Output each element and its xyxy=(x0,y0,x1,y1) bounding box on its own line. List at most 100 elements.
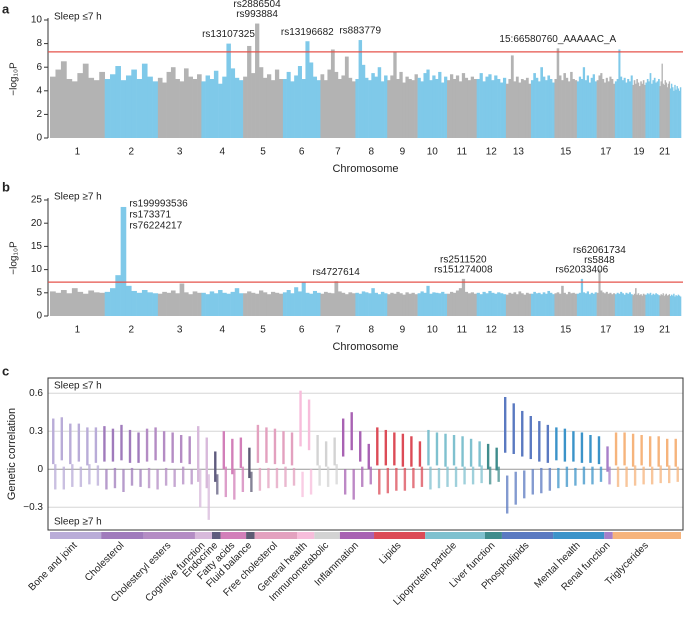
snp-column xyxy=(405,76,409,138)
snp-column xyxy=(642,80,645,138)
snp-column xyxy=(592,74,595,138)
snp-column xyxy=(320,293,325,316)
snp-column xyxy=(590,292,593,316)
group-label: Lipids xyxy=(377,540,403,566)
snp-column xyxy=(197,74,202,138)
snp-column xyxy=(525,292,529,316)
snp-column xyxy=(334,281,339,316)
snp-column xyxy=(402,294,406,316)
snp-column xyxy=(380,291,385,316)
snp-column xyxy=(60,61,67,138)
snp-column xyxy=(141,290,148,316)
snp-column xyxy=(423,292,427,316)
snp-column xyxy=(247,45,252,138)
x-tick-label: 5 xyxy=(260,147,266,158)
snp-column xyxy=(473,293,477,316)
snp-column xyxy=(636,79,638,138)
snp-column xyxy=(274,292,280,316)
group-strip xyxy=(553,532,605,539)
snp-column xyxy=(537,81,541,138)
x-tick-label: 2 xyxy=(129,147,135,158)
snp-column xyxy=(226,293,231,316)
snp-column xyxy=(656,294,659,316)
snp-column xyxy=(630,75,633,138)
y-tick-label: 0.3 xyxy=(29,426,43,437)
y-axis-label: −log₁₀P xyxy=(9,62,20,96)
snp-column xyxy=(55,292,62,316)
snp-column xyxy=(664,294,666,316)
snp-column xyxy=(513,81,517,138)
snp-column xyxy=(649,292,652,316)
snp-column xyxy=(197,292,202,316)
snp-column xyxy=(393,293,397,316)
snp-column xyxy=(525,77,529,138)
snp-column xyxy=(552,294,555,316)
snp-column xyxy=(653,77,656,138)
snp-column xyxy=(652,80,655,138)
snp-column xyxy=(645,294,648,316)
snp-column xyxy=(170,67,176,138)
snp-column xyxy=(251,73,256,138)
snp-column xyxy=(408,79,412,138)
snp-column xyxy=(405,292,409,316)
snp-column xyxy=(88,290,95,316)
x-tick-label: 13 xyxy=(513,147,525,158)
snp-column xyxy=(578,292,582,316)
snp-column xyxy=(432,292,436,316)
y-tick-label: 25 xyxy=(31,195,43,206)
snp-column xyxy=(632,84,635,138)
x-tick-label: 5 xyxy=(260,325,266,336)
snp-column xyxy=(603,293,607,316)
snp-column xyxy=(238,80,244,138)
snp-column xyxy=(677,88,680,138)
snp-column xyxy=(351,81,356,138)
snp-column xyxy=(222,76,227,138)
snp-column xyxy=(627,79,630,138)
snp-column xyxy=(602,79,605,138)
snp-column xyxy=(642,293,645,316)
snp-column xyxy=(305,292,310,316)
snp-column xyxy=(115,275,121,316)
snp-column xyxy=(99,292,106,316)
snp-column xyxy=(452,292,457,316)
snp-column xyxy=(66,79,73,138)
group-strip xyxy=(254,532,298,539)
snp-column xyxy=(205,294,211,316)
snp-column xyxy=(449,74,454,138)
snp-column xyxy=(374,292,378,316)
x-tick-label: 6 xyxy=(299,147,305,158)
snp-column xyxy=(192,79,198,138)
snp-column xyxy=(266,294,272,316)
snp-column xyxy=(638,295,641,316)
snp-column xyxy=(520,293,524,316)
snp-column xyxy=(632,295,635,316)
snp-column xyxy=(364,77,369,138)
snp-column xyxy=(502,294,507,316)
snp-column xyxy=(552,82,555,138)
snp-column xyxy=(82,63,89,138)
snp-column xyxy=(358,40,363,139)
y-tick-label: 6 xyxy=(36,62,42,73)
snp-column xyxy=(110,288,116,316)
snp-column xyxy=(82,293,89,316)
x-tick-label: 17 xyxy=(600,147,612,158)
snp-column xyxy=(540,67,543,138)
snp-column xyxy=(473,79,477,138)
snp-column xyxy=(222,292,227,316)
snp-column xyxy=(230,291,236,316)
snp-column xyxy=(104,291,111,316)
snp-column xyxy=(50,76,56,138)
y-tick-label: 10 xyxy=(31,264,43,275)
x-tick-label: 13 xyxy=(513,325,525,336)
snp-column xyxy=(675,89,677,138)
snp-column xyxy=(572,292,575,316)
annotation: rs62033406 xyxy=(555,265,608,276)
group-strip xyxy=(339,532,375,539)
snp-column xyxy=(282,79,287,138)
snp-column xyxy=(226,43,231,138)
annotation: rs13107325 xyxy=(202,29,255,40)
snp-column xyxy=(668,81,671,138)
snp-column xyxy=(605,291,608,316)
snp-column xyxy=(270,291,276,316)
snp-column xyxy=(368,80,372,138)
